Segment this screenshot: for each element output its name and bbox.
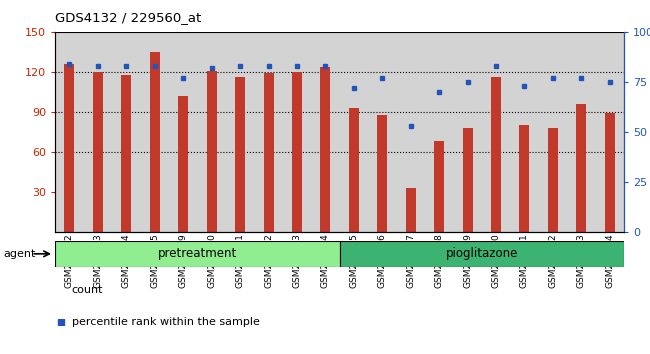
- Bar: [339, 241, 624, 267]
- Bar: [283, 32, 311, 232]
- Bar: [595, 32, 624, 232]
- Bar: [482, 32, 510, 232]
- Bar: [226, 32, 254, 232]
- Bar: [254, 32, 283, 232]
- Bar: [567, 32, 595, 232]
- Bar: [349, 108, 359, 232]
- Bar: [311, 32, 339, 232]
- Bar: [93, 72, 103, 232]
- Bar: [454, 32, 482, 232]
- Bar: [198, 32, 226, 232]
- Bar: [55, 32, 84, 232]
- Bar: [577, 104, 586, 232]
- Bar: [548, 128, 558, 232]
- Bar: [55, 241, 339, 267]
- Bar: [510, 32, 539, 232]
- Bar: [539, 32, 567, 232]
- Bar: [396, 32, 425, 232]
- Bar: [339, 32, 368, 232]
- Bar: [434, 141, 444, 232]
- Bar: [463, 128, 473, 232]
- Bar: [150, 52, 160, 232]
- Bar: [263, 73, 274, 232]
- Bar: [519, 125, 530, 232]
- Bar: [406, 188, 416, 232]
- Bar: [122, 75, 131, 232]
- Text: GDS4132 / 229560_at: GDS4132 / 229560_at: [55, 11, 201, 24]
- Bar: [292, 72, 302, 232]
- Bar: [64, 64, 75, 232]
- Text: count: count: [72, 285, 103, 295]
- Bar: [84, 32, 112, 232]
- Bar: [169, 32, 198, 232]
- Bar: [425, 32, 454, 232]
- Bar: [320, 67, 330, 232]
- Bar: [112, 32, 140, 232]
- Bar: [377, 115, 387, 232]
- Text: pioglitazone: pioglitazone: [446, 247, 518, 261]
- Bar: [491, 77, 501, 232]
- Bar: [604, 113, 615, 232]
- Bar: [140, 32, 169, 232]
- Bar: [235, 77, 245, 232]
- Text: pretreatment: pretreatment: [158, 247, 237, 261]
- Text: agent: agent: [3, 249, 36, 259]
- Bar: [207, 70, 216, 232]
- Bar: [178, 96, 188, 232]
- Text: percentile rank within the sample: percentile rank within the sample: [72, 317, 259, 327]
- Bar: [368, 32, 396, 232]
